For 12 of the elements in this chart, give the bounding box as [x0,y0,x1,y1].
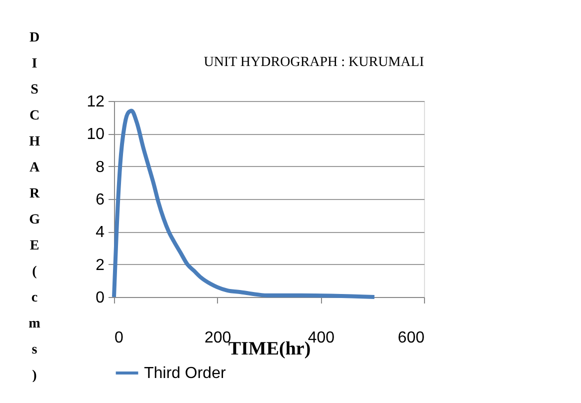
y-tick-label: 10 [86,126,105,144]
y-tick-label: 6 [96,192,105,208]
x-tick-label: 0 [114,330,124,346]
legend-label: Third Order [144,365,226,382]
y-tick-label: 8 [96,158,105,176]
line-series [112,108,376,299]
y-tick-label: 4 [96,224,105,242]
chart-title: UNIT HYDROGRAPH : KURUMALI [204,55,424,70]
y-tick-label: 2 [96,256,105,274]
y-tick-label: 0 [96,290,105,306]
x-tick-label: 600 [398,330,425,346]
y-tick-label: 12 [86,94,105,110]
